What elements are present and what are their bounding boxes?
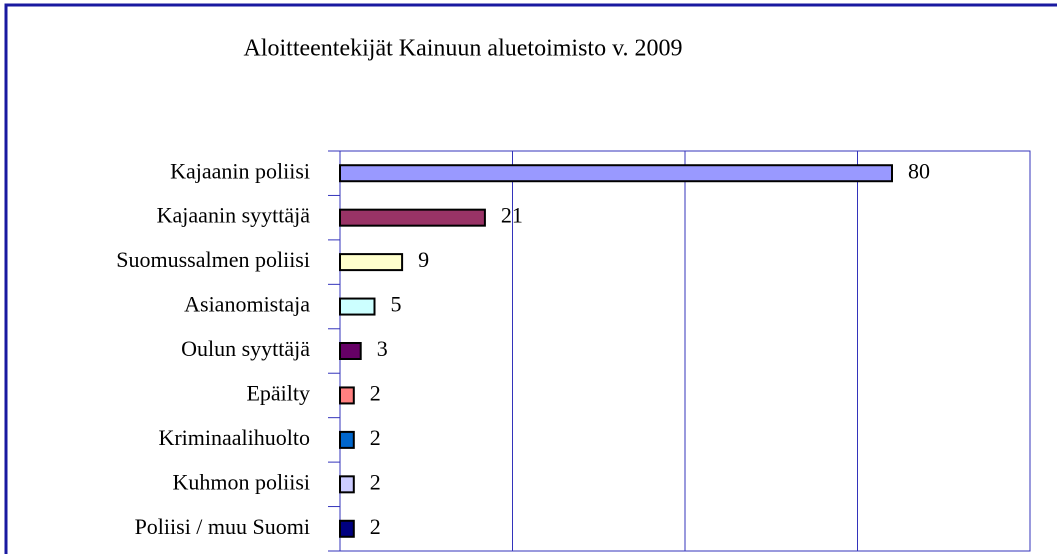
bar [339,253,404,272]
value-label: 9 [418,247,429,272]
bar [339,208,486,227]
y-tick-label: Suomussalmen poliisi [116,247,310,272]
y-tick-label: Kajaanin syyttäjä [157,203,311,228]
y-tick-label: Poliisi / muu Suomi [135,514,310,539]
value-label: 5 [391,292,402,317]
y-tick-label: Kajaanin poliisi [170,158,310,183]
y-tick-label: Kuhmon poliisi [172,469,310,494]
value-label: 2 [370,425,381,450]
y-tick-label: Epäilty [246,380,310,405]
bar [339,519,355,538]
bar [339,475,355,494]
y-tick-label: Asianomistaja [184,292,310,317]
value-label: 2 [370,380,381,405]
value-label: 21 [501,203,523,228]
frame [4,3,1057,554]
bar [339,430,355,449]
chart-title: Aloitteentekijät Kainuun aluetoimisto v.… [243,36,682,62]
value-label: 80 [908,158,930,183]
value-label: 2 [370,469,381,494]
value-label: 2 [370,514,381,539]
bar [339,342,362,360]
y-tick-label: Kriminaalihuolto [158,425,310,450]
y-tick-label: Oulun syyttäjä [181,336,310,361]
bar [339,386,355,405]
value-label: 3 [377,336,388,361]
bar [339,164,893,183]
bar [339,297,376,316]
